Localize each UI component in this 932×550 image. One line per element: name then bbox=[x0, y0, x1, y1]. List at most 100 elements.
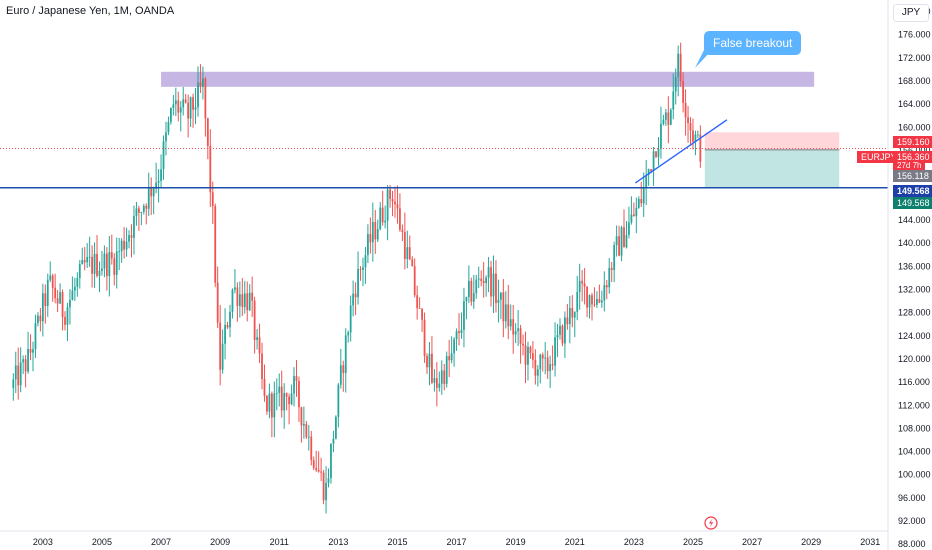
candle-body bbox=[497, 299, 500, 303]
x-tick-label: 2031 bbox=[860, 537, 880, 547]
candle-body bbox=[507, 304, 510, 327]
candle-body bbox=[162, 141, 165, 170]
candle-body bbox=[687, 117, 689, 123]
candle-body bbox=[490, 267, 492, 297]
candle-body bbox=[499, 292, 502, 300]
candle-body bbox=[647, 169, 650, 176]
x-tick-label: 2003 bbox=[33, 537, 53, 547]
candle-body bbox=[551, 364, 554, 366]
lightning-icon[interactable] bbox=[704, 516, 718, 530]
candle-body bbox=[266, 395, 268, 412]
candle-body bbox=[238, 294, 241, 306]
candle-body bbox=[145, 205, 148, 209]
y-tick-label: 168.000 bbox=[898, 76, 931, 86]
x-tick-label: 2017 bbox=[447, 537, 467, 547]
candle-body bbox=[431, 353, 433, 383]
candle-body bbox=[573, 311, 576, 318]
candle-body bbox=[477, 278, 480, 280]
candle-body bbox=[221, 343, 224, 370]
candle-body bbox=[56, 298, 59, 304]
candle-body bbox=[467, 280, 470, 298]
candle-body bbox=[536, 369, 539, 376]
currency-button[interactable]: JPY bbox=[893, 4, 929, 22]
candle-body bbox=[428, 353, 431, 368]
candle-body bbox=[105, 253, 108, 277]
candle-body bbox=[302, 424, 305, 426]
time-axis[interactable]: 2003 2005 2007 2009 2011 2013 2015 2017 2019 2021… bbox=[33, 537, 880, 547]
candle-body bbox=[270, 393, 273, 418]
y-tick-label: 120.000 bbox=[898, 354, 931, 364]
candle-body bbox=[229, 311, 231, 328]
candle-body bbox=[418, 308, 421, 309]
candle-body bbox=[280, 386, 283, 411]
candle-body bbox=[93, 253, 96, 274]
candle-body bbox=[78, 264, 81, 279]
annotation-callout[interactable]: False breakout bbox=[704, 31, 802, 55]
candles bbox=[12, 42, 702, 514]
candle-body bbox=[485, 277, 488, 283]
candle-body bbox=[386, 189, 389, 221]
y-tick-label: 128.000 bbox=[898, 308, 931, 318]
y-tick-label: 136.000 bbox=[898, 261, 931, 271]
candle-body bbox=[591, 295, 593, 305]
candle-body bbox=[458, 331, 460, 334]
candle-body bbox=[322, 472, 325, 501]
candle-body bbox=[39, 315, 42, 322]
candle-body bbox=[184, 99, 187, 103]
y-tick-label: 132.000 bbox=[898, 284, 931, 294]
candle-body bbox=[576, 291, 579, 312]
stop-price-label: 149.568 bbox=[893, 197, 932, 209]
candle-body bbox=[108, 252, 111, 277]
candle-body bbox=[495, 273, 497, 303]
candle-body bbox=[337, 384, 340, 417]
y-tick-label: 124.000 bbox=[898, 331, 931, 341]
candle-body bbox=[128, 235, 130, 242]
candle-body bbox=[44, 293, 47, 306]
candle-body bbox=[593, 304, 596, 306]
candle-body bbox=[406, 247, 409, 259]
x-tick-label: 2023 bbox=[624, 537, 644, 547]
candle-body bbox=[684, 102, 687, 118]
candle-body bbox=[197, 82, 199, 108]
candle-body bbox=[179, 107, 182, 113]
candle-body bbox=[699, 134, 702, 162]
y-tick-label: 160.000 bbox=[898, 122, 931, 132]
candle-body bbox=[440, 370, 443, 384]
support-label: 149.568 bbox=[893, 185, 932, 197]
candle-body bbox=[182, 99, 185, 108]
candle-body bbox=[352, 293, 355, 306]
candle-body bbox=[103, 253, 106, 269]
candle-body bbox=[588, 295, 591, 308]
candle-body bbox=[475, 279, 478, 294]
candle-body bbox=[19, 362, 22, 386]
x-tick-label: 2013 bbox=[328, 537, 348, 547]
candle-body bbox=[581, 280, 584, 284]
candle-body bbox=[384, 220, 387, 223]
candle-body bbox=[248, 292, 251, 311]
candle-body bbox=[268, 393, 271, 412]
last-price-label: 156.360 bbox=[893, 151, 932, 163]
x-tick-label: 2011 bbox=[270, 537, 289, 547]
candle-body bbox=[692, 130, 694, 142]
candle-body bbox=[509, 319, 512, 327]
candle-body bbox=[150, 186, 153, 197]
candle-body bbox=[450, 353, 453, 361]
candle-body bbox=[667, 112, 670, 125]
candle-body bbox=[278, 386, 281, 393]
candle-body bbox=[522, 343, 524, 346]
y-tick-label: 112.000 bbox=[898, 400, 930, 410]
candle-body bbox=[226, 324, 229, 328]
candle-body bbox=[174, 100, 177, 105]
price-axis[interactable]: 88.000 92.000 96.000 100.000 104.000 108.000 1… bbox=[898, 7, 931, 550]
candle-body bbox=[14, 365, 17, 380]
candle-body bbox=[120, 240, 123, 252]
y-tick-label: 108.000 bbox=[898, 423, 931, 433]
candle-body bbox=[137, 208, 140, 213]
candle-body bbox=[374, 221, 377, 240]
candle-body bbox=[472, 293, 475, 302]
candle-body bbox=[32, 349, 34, 353]
candle-body bbox=[61, 292, 64, 317]
candle-body bbox=[568, 308, 571, 325]
resistance-zone bbox=[161, 71, 815, 87]
